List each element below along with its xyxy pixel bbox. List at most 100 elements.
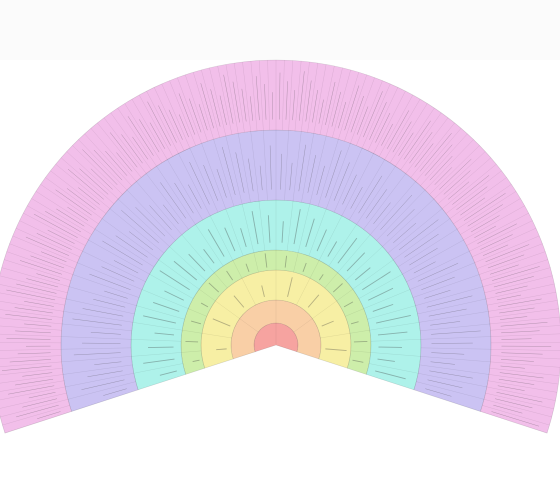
label-hatch <box>375 370 406 380</box>
segment-divider <box>15 228 80 258</box>
segment-divider <box>258 200 266 251</box>
segment-divider <box>485 392 554 410</box>
label-hatch <box>148 346 174 348</box>
label-hatch <box>456 186 488 210</box>
label-hatch <box>343 301 354 308</box>
label-hatch <box>37 411 61 419</box>
segment-divider <box>242 61 251 132</box>
label-hatch <box>143 315 176 324</box>
label-hatch <box>25 236 70 256</box>
label-hatch <box>233 295 245 308</box>
segment-divider <box>481 259 548 281</box>
label-hatch <box>203 164 219 201</box>
label-hatch <box>426 295 473 308</box>
label-hatch <box>500 322 548 327</box>
segment-divider <box>296 278 311 305</box>
segment-divider <box>88 239 150 275</box>
segment-divider <box>232 260 243 279</box>
label-hatch <box>491 411 540 427</box>
label-hatch <box>222 146 236 195</box>
segment-divider <box>369 363 419 374</box>
segment-divider <box>400 112 442 170</box>
segment-divider <box>486 386 556 401</box>
label-hatch <box>248 158 254 192</box>
segment-divider <box>40 184 99 224</box>
segment-divider <box>420 336 491 340</box>
label-hatch <box>1 365 52 371</box>
segment-divider <box>338 72 359 140</box>
segment-divider <box>215 300 240 319</box>
segment-divider <box>363 289 411 309</box>
label-hatch <box>33 213 78 238</box>
label-hatch <box>188 184 202 209</box>
label-hatch <box>90 168 113 190</box>
segment-divider <box>167 159 203 221</box>
label-hatch <box>427 379 463 389</box>
label-hatch <box>240 228 247 248</box>
segment-divider <box>19 220 83 252</box>
label-hatch <box>498 298 542 307</box>
segment-divider <box>45 177 103 219</box>
label-hatch <box>178 93 196 135</box>
segment-divider <box>487 291 557 306</box>
segment-divider <box>0 301 64 312</box>
label-hatch <box>67 206 89 221</box>
segment-divider <box>90 128 137 182</box>
label-hatch <box>307 294 320 308</box>
label-hatch <box>89 273 131 290</box>
label-hatch <box>386 208 415 237</box>
segment-divider <box>294 61 302 131</box>
label-hatch <box>425 388 452 397</box>
label-hatch <box>178 114 189 138</box>
segment-divider <box>0 333 62 337</box>
segment-divider <box>50 170 106 214</box>
label-hatch <box>16 283 57 294</box>
segment-divider <box>169 246 207 281</box>
segment-divider <box>456 191 517 230</box>
label-hatch <box>393 222 417 244</box>
segment-divider <box>282 60 285 131</box>
segment-divider <box>405 117 449 174</box>
segment-divider <box>0 349 62 351</box>
segment-divider <box>449 177 507 219</box>
label-hatch <box>316 229 327 252</box>
label-hatch <box>17 352 51 355</box>
segment-divider <box>376 189 426 241</box>
segment-divider <box>241 203 255 253</box>
label-hatch <box>198 104 208 131</box>
segment-divider <box>490 325 560 331</box>
segment-divider <box>415 286 483 306</box>
segment-divider <box>286 200 294 251</box>
label-hatch <box>430 321 461 326</box>
segment-divider <box>241 278 256 305</box>
label-hatch <box>36 233 72 250</box>
label-hatch <box>485 244 530 263</box>
segment-divider <box>209 67 227 136</box>
segment-divider <box>419 364 489 375</box>
label-hatch <box>369 102 387 140</box>
segment-divider <box>250 131 260 202</box>
segment-divider <box>420 323 490 331</box>
label-hatch <box>305 80 312 122</box>
label-hatch <box>250 96 254 121</box>
label-hatch <box>251 211 259 245</box>
segment-divider <box>1 267 70 287</box>
segment-divider <box>141 289 189 309</box>
segment-divider <box>0 386 66 401</box>
label-hatch <box>429 370 473 379</box>
segment-divider <box>225 135 243 205</box>
label-hatch <box>267 215 271 243</box>
label-hatch <box>501 352 543 355</box>
segment-divider <box>201 143 227 210</box>
label-hatch <box>414 143 434 168</box>
label-hatch <box>377 331 408 336</box>
label-hatch <box>350 95 364 133</box>
label-hatch <box>87 370 123 378</box>
segment-divider <box>239 318 259 333</box>
segment-divider <box>317 139 339 207</box>
label-hatch <box>368 287 394 301</box>
label-hatch <box>495 285 528 294</box>
segment-divider <box>12 235 78 263</box>
segment-divider <box>199 288 216 302</box>
segment-divider <box>333 147 363 213</box>
